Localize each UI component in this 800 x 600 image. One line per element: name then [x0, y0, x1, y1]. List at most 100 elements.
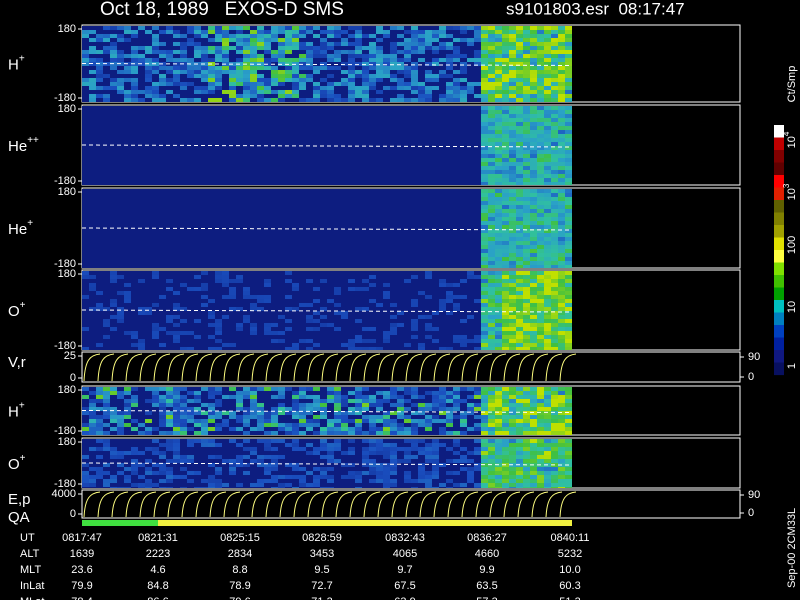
spectrogram-cell [516, 279, 523, 283]
spectrogram-cell [460, 419, 467, 423]
spectrogram-cell [320, 411, 327, 415]
spectrogram-cell [215, 483, 222, 487]
spectrogram-cell [145, 66, 152, 70]
spectrogram-cell [327, 42, 334, 46]
panel-label: H+ [8, 400, 25, 420]
spectrogram-cell [131, 90, 138, 94]
spectrogram-cell [523, 197, 530, 201]
spectrogram-cell [306, 66, 313, 70]
spectrogram-cell [488, 303, 495, 307]
spectrogram-cell [544, 343, 551, 347]
spectrogram-cell [376, 427, 383, 431]
spectrogram-cell [551, 265, 558, 268]
spectrogram-cell [488, 30, 495, 34]
spectrogram-cell [201, 303, 208, 307]
spectrogram-cell [271, 411, 278, 415]
spectrogram-cell [516, 265, 523, 268]
spectrogram-cell [285, 26, 292, 30]
spectrogram-cell [292, 34, 299, 38]
spectrogram-cell [544, 209, 551, 213]
row-value: 4065 [393, 548, 417, 560]
spectrogram-cell [537, 431, 544, 435]
spectrogram-cell [194, 70, 201, 74]
spectrogram-cell [166, 487, 173, 488]
spectrogram-cell [502, 265, 509, 268]
pitch-curve [349, 491, 367, 518]
spectrogram-cell [530, 323, 537, 327]
spectrogram-cell [502, 170, 509, 174]
spectrogram-cell [390, 391, 397, 395]
spectrogram-cell [516, 275, 523, 279]
spectrogram-cell [180, 86, 187, 90]
spectrogram-cell [411, 411, 418, 415]
spectrogram-cell [481, 245, 488, 249]
spectrogram-cell [551, 327, 558, 331]
spectrogram-cell [509, 209, 516, 213]
spectrogram-cell [523, 122, 530, 126]
spectrogram-cell [145, 487, 152, 488]
spectrogram-cell [229, 411, 236, 415]
spectrogram-cell [551, 447, 558, 451]
spectrogram-cell [565, 249, 572, 253]
spectrogram-cell [103, 86, 110, 90]
left-tick-label: 4000 [52, 488, 76, 500]
spectrogram-cell [96, 94, 103, 98]
spectrogram-cell [348, 50, 355, 54]
spectrogram-cell [138, 347, 145, 350]
spectrogram-cell [558, 182, 565, 185]
spectrogram-cell [544, 395, 551, 399]
spectrogram-cell [565, 331, 572, 335]
spectrogram-cell [306, 411, 313, 415]
spectrogram-cell [516, 178, 523, 182]
spectrogram-cell [530, 193, 537, 197]
spectrogram-cell [495, 205, 502, 209]
spectrogram-cell [544, 30, 551, 34]
spectrogram-cell [82, 407, 89, 411]
spectrogram-cell [530, 339, 537, 343]
spectrogram-cell [516, 447, 523, 451]
spectrogram-cell [215, 487, 222, 488]
spectrogram-cell [131, 58, 138, 62]
spectrogram-cell [488, 229, 495, 233]
spectrogram-cell [551, 423, 558, 427]
spectrogram-cell [397, 323, 404, 327]
spectrogram-cell [530, 138, 537, 142]
spectrogram-cell [565, 146, 572, 150]
spectrogram-cell [509, 106, 516, 110]
spectrogram-cell [404, 447, 411, 451]
spectrogram-cell [89, 78, 96, 82]
spectrogram-cell [341, 451, 348, 455]
spectrogram-cell [565, 193, 572, 197]
row-value: 3453 [310, 548, 334, 560]
spectrogram-cell [530, 217, 537, 221]
spectrogram-cell [89, 479, 96, 483]
spectrogram-cell [453, 303, 460, 307]
spectrogram-cell [544, 106, 551, 110]
spectrogram-cell [159, 423, 166, 427]
spectrogram-cell [82, 295, 89, 299]
spectrogram-cell [215, 323, 222, 327]
spectrogram-cell [565, 257, 572, 261]
spectrogram-cell [110, 46, 117, 50]
panel-label: He++ [8, 135, 39, 155]
spectrogram-cell [502, 166, 509, 170]
spectrogram-cell [187, 38, 194, 42]
spectrogram-cell [117, 54, 124, 58]
spectrogram-cell [446, 26, 453, 30]
spectrogram-cell [488, 443, 495, 447]
spectrogram-cell [551, 54, 558, 58]
spectrogram-cell [558, 38, 565, 42]
spectrogram-cell [516, 271, 523, 275]
spectrogram-cell [523, 311, 530, 315]
colorbar-label: 10 [786, 301, 798, 313]
spectrogram-cell [215, 455, 222, 459]
spectrogram-cell [110, 54, 117, 58]
spectrogram-cell [565, 347, 572, 350]
spectrogram-cell [152, 331, 159, 335]
spectrogram-cell [341, 343, 348, 347]
spectrogram-cell [383, 74, 390, 78]
spectrogram-cell [124, 70, 131, 74]
spectrogram-cell [439, 403, 446, 407]
spectrogram-cell [271, 339, 278, 343]
spectrogram-cell [565, 483, 572, 487]
